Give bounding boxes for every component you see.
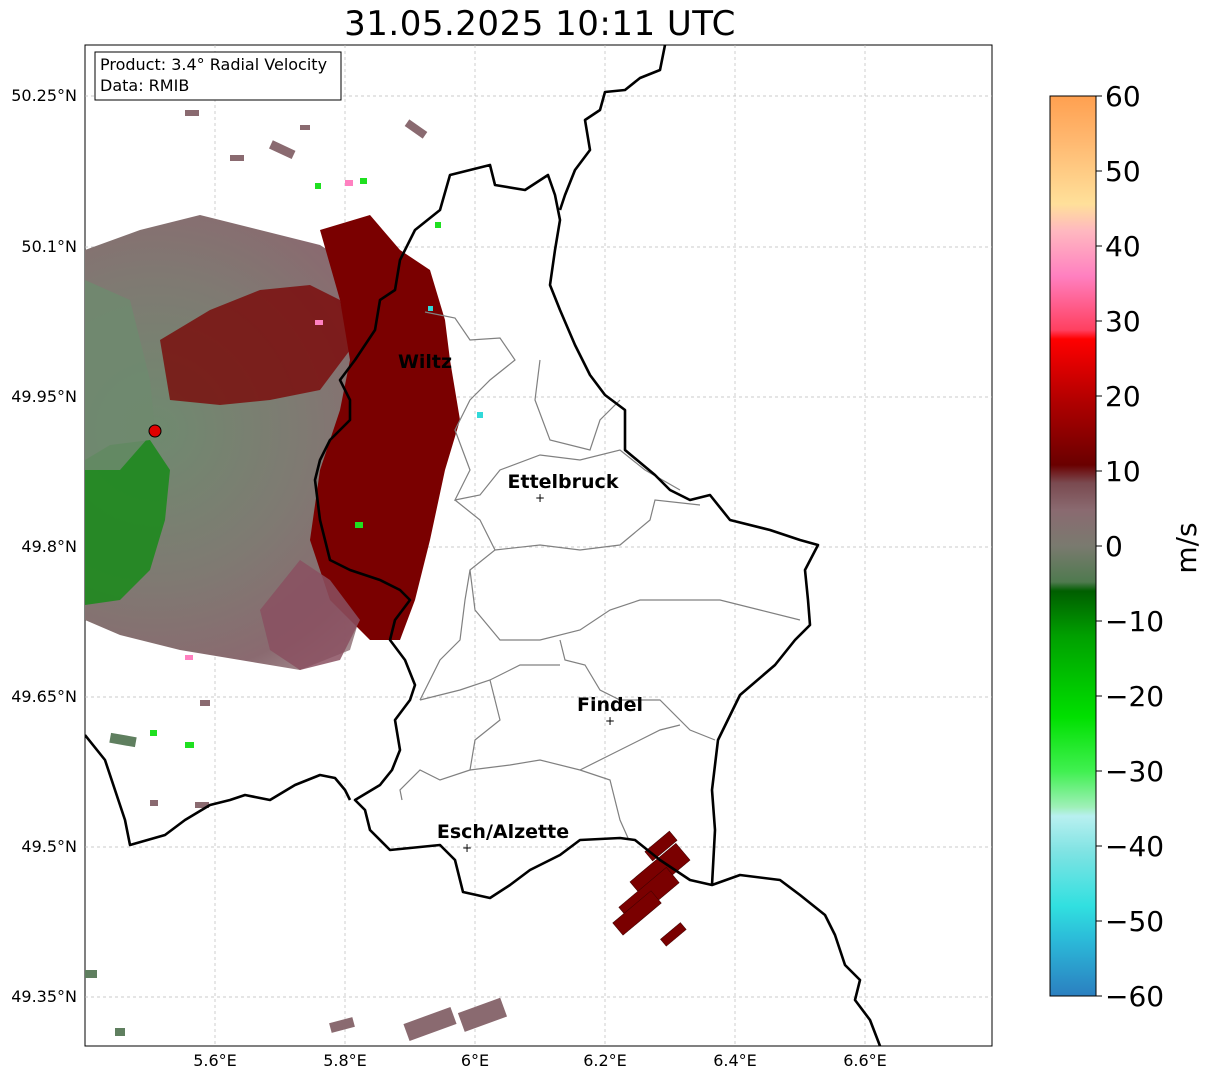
colorbar-tick-label: −30 [1105, 755, 1164, 788]
colorbar-tick-label: 20 [1105, 380, 1141, 413]
echo-near-zero-west [85, 280, 155, 470]
lon-tick: 5.6°E [193, 1051, 237, 1070]
canton-boundaries [399, 311, 801, 839]
national-borders [85, 45, 882, 1046]
colorbar-tick-label: 30 [1105, 305, 1141, 338]
colorbar-tick-labels: 60 50 40 30 20 10 0 −10 −20 −30 −40 −50 … [1105, 80, 1164, 1013]
colorbar-unit-label: m/s [1170, 522, 1203, 573]
lat-tick: 49.5°N [21, 837, 77, 856]
echo-outbound-north [160, 285, 350, 405]
lat-tick: 49.35°N [11, 987, 77, 1006]
colorbar-scale [1049, 95, 1097, 997]
echo-cell-southeast [612, 830, 691, 947]
echo-inbound-core [85, 440, 170, 605]
echo-outbound-band [310, 215, 460, 640]
colorbar-tick-label: −40 [1105, 830, 1164, 863]
colorbar-tick-label: 40 [1105, 230, 1141, 263]
echo-outbound-southwest [260, 560, 360, 670]
data-source-label: Data: RMIB [100, 76, 189, 95]
city-marker-icon: + [462, 841, 472, 855]
city-label: Findel [577, 694, 643, 716]
city-marker-icon: + [605, 714, 615, 728]
colorbar-tick-label: −50 [1105, 905, 1164, 938]
colorbar-tick-label: −20 [1105, 680, 1164, 713]
colorbar-tick-label: 50 [1105, 155, 1141, 188]
colorbar-tick-label: −10 [1105, 605, 1164, 638]
lon-tick: 5.8°E [323, 1051, 367, 1070]
echo-green-specks [150, 178, 441, 748]
echo-pink-specks [185, 180, 353, 660]
lon-tick: 6.6°E [843, 1051, 887, 1070]
radar-site-marker [148, 424, 162, 438]
info-box: Product: 3.4° Radial Velocity Data: RMIB [94, 51, 342, 101]
colorbar-tick-label: −60 [1105, 980, 1164, 1013]
city-label: Ettelbruck [508, 471, 619, 493]
colorbar-tick-label: 0 [1105, 530, 1123, 563]
city-marker-icon: + [535, 491, 545, 505]
product-label: Product: 3.4° Radial Velocity [100, 55, 327, 74]
colorbar: 60 50 40 30 20 10 0 −10 −20 −30 −40 −50 … [1049, 80, 1203, 1013]
city-label: Esch/Alzette [437, 821, 569, 843]
lat-axis: 50.25°N 50.1°N 49.95°N 49.8°N 49.65°N 49… [11, 86, 77, 1006]
radar-echo [85, 110, 691, 1042]
lon-tick: 6.2°E [583, 1051, 627, 1070]
lat-tick: 49.8°N [21, 537, 77, 556]
lat-tick: 49.65°N [11, 687, 77, 706]
map-title: 31.05.2025 10:11 UTC [344, 4, 736, 44]
city-wiltz: Wiltz [398, 351, 452, 373]
colorbar-ticks [1096, 95, 1102, 997]
lat-tick: 49.95°N [11, 387, 77, 406]
city-ettelbruck: Ettelbruck + [508, 471, 619, 505]
colorbar-tick-label: 10 [1105, 455, 1141, 488]
lat-tick: 50.1°N [21, 237, 77, 256]
lat-tick: 50.25°N [11, 86, 77, 105]
city-label: Wiltz [398, 351, 452, 373]
city-esch-alzette: Esch/Alzette + [437, 821, 569, 855]
city-findel: Findel + [577, 694, 643, 728]
echo-clutter [85, 110, 508, 1042]
lon-axis: 5.6°E 5.8°E 6°E 6.2°E 6.4°E 6.6°E [193, 1051, 887, 1070]
echo-cyan-specks [428, 306, 483, 418]
lon-tick: 6°E [461, 1051, 489, 1070]
colorbar-tick-label: 60 [1105, 80, 1141, 113]
lon-tick: 6.4°E [713, 1051, 757, 1070]
